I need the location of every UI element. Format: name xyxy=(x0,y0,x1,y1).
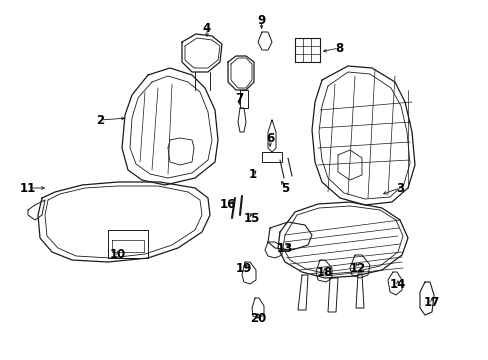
Text: 4: 4 xyxy=(203,22,211,35)
Text: 16: 16 xyxy=(220,198,236,211)
Text: 11: 11 xyxy=(20,181,36,194)
Text: 19: 19 xyxy=(235,261,252,274)
Text: 6: 6 xyxy=(265,131,274,144)
Text: 14: 14 xyxy=(389,279,406,292)
Text: 20: 20 xyxy=(249,311,265,324)
Text: 7: 7 xyxy=(234,91,243,104)
Text: 15: 15 xyxy=(244,211,260,225)
Text: 2: 2 xyxy=(96,113,104,126)
Text: 18: 18 xyxy=(316,266,332,279)
Text: 12: 12 xyxy=(349,261,366,274)
Text: 10: 10 xyxy=(110,248,126,261)
Text: 17: 17 xyxy=(423,296,439,309)
Text: 8: 8 xyxy=(334,41,343,54)
Text: 9: 9 xyxy=(256,13,264,27)
Text: 3: 3 xyxy=(395,181,403,194)
Text: 5: 5 xyxy=(280,181,288,194)
Text: 1: 1 xyxy=(248,168,257,181)
Text: 13: 13 xyxy=(276,242,292,255)
